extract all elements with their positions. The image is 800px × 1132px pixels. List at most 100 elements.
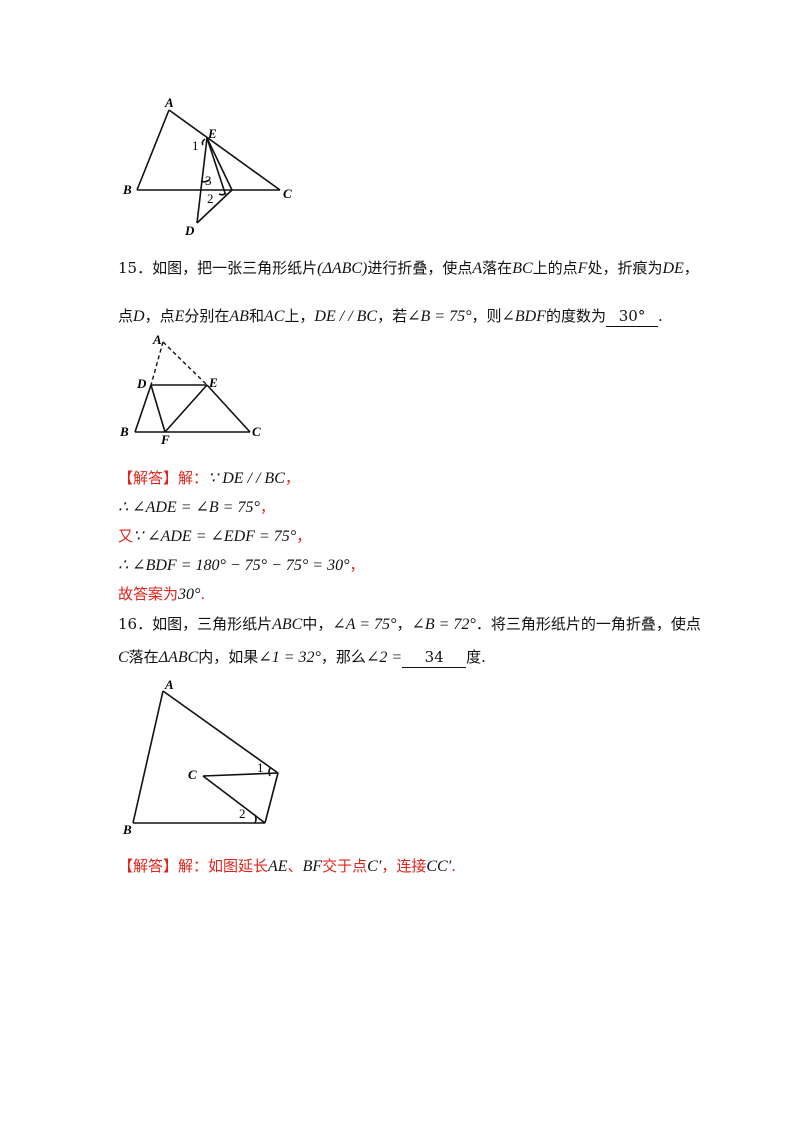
- text: .: [200, 585, 206, 603]
- math: (ΔABC): [317, 260, 368, 277]
- math: ∵ DE / / BC: [208, 470, 285, 487]
- text: 进行折叠，使点: [367, 259, 473, 277]
- solution-tag: 【解答】: [118, 857, 179, 875]
- text: 分别在: [184, 307, 230, 325]
- math: E: [174, 308, 185, 325]
- text: 解：: [178, 469, 209, 487]
- answer-blank: 34: [402, 647, 467, 668]
- text: 处，折痕为: [587, 259, 663, 277]
- text: 内，如果: [198, 648, 259, 666]
- label-E: E: [208, 375, 218, 390]
- text: ，若: [377, 307, 408, 325]
- text: ，: [683, 259, 699, 277]
- text: 和: [248, 307, 264, 325]
- math: ABC: [272, 616, 303, 633]
- label-C: C: [252, 424, 261, 439]
- math: AB: [229, 308, 249, 325]
- math: AC: [263, 308, 285, 325]
- math: ∠BDF: [501, 308, 547, 325]
- label-A: A: [164, 677, 174, 692]
- text: 的度数为: [546, 307, 607, 325]
- text: 上的点: [532, 259, 578, 277]
- text: 又: [118, 527, 134, 545]
- math: ∵ ∠ADE = ∠EDF = 75°: [133, 528, 297, 545]
- figure-q14-diagram: A B C D E 1 3 2: [122, 95, 292, 238]
- math: A: [472, 260, 483, 277]
- answer-blank: 30°: [606, 306, 659, 327]
- text: ，点: [144, 307, 175, 325]
- question-15-line-1: 15．如图，把一张三角形纸片(ΔABC)进行折叠，使点A落在BC上的点F处，折痕…: [118, 258, 699, 279]
- math: CC′: [426, 858, 452, 875]
- math: BC: [512, 260, 533, 277]
- text: 如图，三角形纸片: [152, 615, 273, 633]
- text: 故答案为: [118, 585, 179, 603]
- math: ∠2 =: [365, 649, 403, 666]
- label-angle-2: 2: [239, 806, 246, 821]
- text: ，: [259, 498, 275, 516]
- text: 落在: [482, 259, 513, 277]
- text: .: [658, 307, 663, 325]
- math: ∠A = 75°: [332, 616, 397, 633]
- label-angle-1: 1: [192, 138, 199, 153]
- figure-q16-diagram: A B C 1 2: [122, 677, 279, 837]
- math: ΔABC: [158, 649, 199, 666]
- math: ∠1 = 32°: [258, 649, 321, 666]
- text: 、: [287, 857, 303, 875]
- solution-15-line-5: 故答案为30°.: [118, 584, 205, 605]
- solution-tag: 【解答】: [118, 469, 179, 487]
- solution-15-line-3: 又∵ ∠ADE = ∠EDF = 75°，: [118, 526, 311, 547]
- label-B: B: [119, 424, 129, 439]
- math: C′: [367, 858, 382, 875]
- label-F: F: [160, 432, 170, 445]
- solution-15-line-4: ∴ ∠BDF = 180° − 75° − 75° = 30°，: [118, 555, 364, 576]
- text: 度.: [466, 648, 486, 666]
- math: C: [118, 649, 129, 666]
- text: 中，: [302, 615, 333, 633]
- label-E: E: [207, 126, 217, 141]
- text: .: [451, 857, 456, 875]
- math: D: [133, 308, 145, 325]
- figure-q15-diagram: A D E B C F: [119, 332, 261, 445]
- math: F: [577, 260, 588, 277]
- label-A: A: [152, 332, 162, 347]
- label-D: D: [184, 223, 195, 238]
- text: ，: [349, 556, 365, 574]
- label-A: A: [164, 95, 174, 110]
- question-15-line-2: 点D，点E分别在AB和AC上，DE / / BC，若∠B = 75°，则∠BDF…: [118, 306, 663, 327]
- question-number: 15．: [118, 259, 153, 277]
- label-angle-1: 1: [257, 760, 264, 775]
- label-B: B: [122, 822, 132, 837]
- text: 交于点: [322, 857, 368, 875]
- question-16-line-2: C落在ΔABC内，如果∠1 = 32°，那么∠2 = 34 度.: [118, 647, 486, 668]
- text: ，: [284, 469, 300, 487]
- text: 解：如图延长: [178, 857, 269, 875]
- math: ∠B = 75°: [407, 308, 472, 325]
- text: ，则: [471, 307, 502, 325]
- label-D: D: [136, 376, 147, 391]
- solution-16-line-1: 【解答】解：如图延长AE、BF交于点C′，连接CC′.: [118, 856, 456, 877]
- text: 点: [118, 307, 134, 325]
- math: DE / / BC: [314, 308, 378, 325]
- solution-15-line-1: 【解答】解：∵ DE / / BC，: [118, 468, 300, 489]
- label-C: C: [188, 767, 197, 782]
- label-C: C: [283, 186, 292, 201]
- label-angle-2: 2: [207, 191, 214, 206]
- math: ∠B = 72°: [411, 616, 476, 633]
- text: ，连接: [381, 857, 427, 875]
- question-16-line-1: 16．如图，三角形纸片ABC中，∠A = 75°，∠B = 72°．将三角形纸片…: [118, 614, 701, 635]
- text: ，那么: [320, 648, 366, 666]
- question-number: 16．: [118, 615, 153, 633]
- math: ∴ ∠ADE = ∠B = 75°: [118, 499, 260, 516]
- text: 上，: [284, 307, 315, 325]
- text: 如图，把一张三角形纸片: [152, 259, 318, 277]
- text: ．将三角形纸片的一角折叠，使点: [475, 615, 701, 633]
- math: 30°: [178, 586, 201, 603]
- text: ，: [396, 615, 412, 633]
- text: 落在: [128, 648, 159, 666]
- math: ∴ ∠BDF = 180° − 75° − 75° = 30°: [118, 557, 350, 574]
- text: ，: [296, 527, 312, 545]
- label-B: B: [122, 182, 132, 197]
- math: AE: [268, 858, 288, 875]
- label-angle-3: 3: [205, 173, 212, 188]
- solution-15-line-2: ∴ ∠ADE = ∠B = 75°，: [118, 497, 275, 518]
